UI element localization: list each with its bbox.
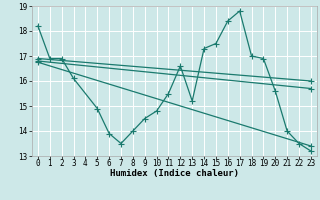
X-axis label: Humidex (Indice chaleur): Humidex (Indice chaleur) [110, 169, 239, 178]
